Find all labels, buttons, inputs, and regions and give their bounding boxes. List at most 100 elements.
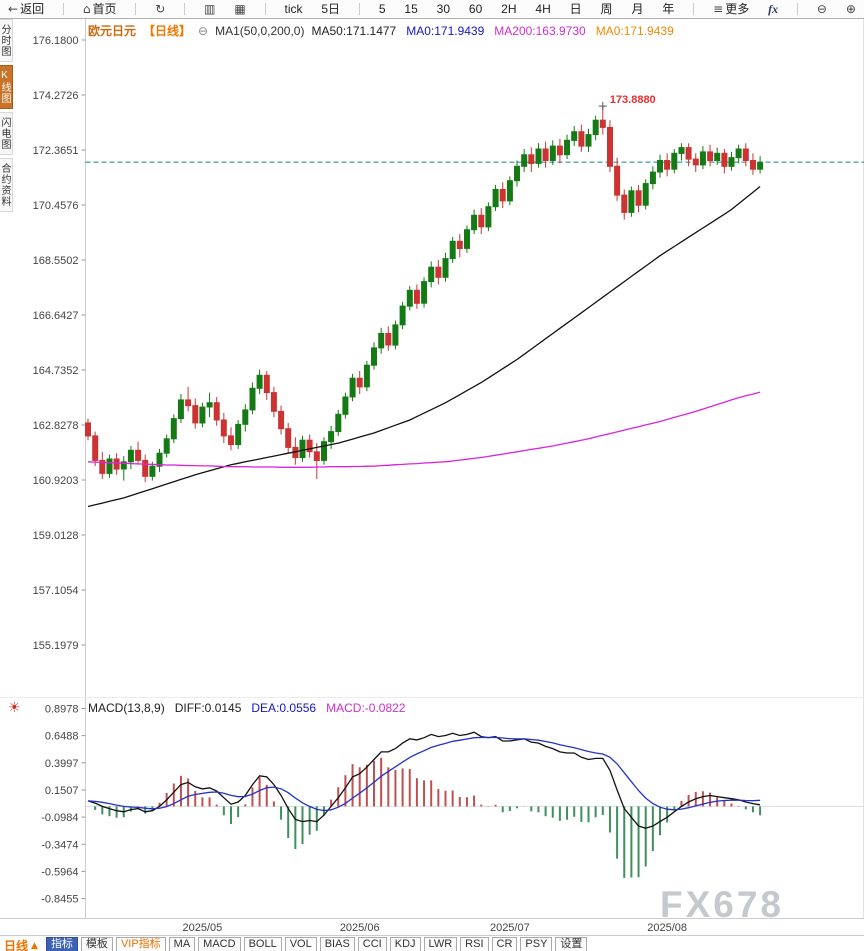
toolbar-separator [62, 3, 64, 15]
side-rail: 分时图 K线图闪电图合约资料 [0, 19, 14, 212]
ma-value-1: MA0:171.9439 [406, 23, 485, 38]
toolbar-tf-week-button[interactable]: 周 [601, 1, 613, 18]
tab-cr[interactable]: CR [491, 937, 518, 951]
ma200-line [87, 391, 761, 468]
tab-templates[interactable]: 模板 [80, 937, 113, 951]
toolbar-zoom-in-button[interactable]: ⊕ [846, 1, 856, 18]
toolbar-tf-2h-button[interactable]: 2H [501, 1, 516, 18]
toolbar-more-button[interactable]: ≡ 更多 [713, 1, 749, 18]
toolbar-tf-60-button[interactable]: 60 [469, 1, 482, 18]
macd-axis-label: -0.5964 [41, 866, 78, 878]
macd-axis-label: -0.8455 [41, 894, 78, 906]
side-tab-kline-chart[interactable]: K线图 [0, 65, 13, 109]
ma-values: MA50:171.1477 MA0:171.9439 MA200:163.9730 M… [311, 24, 683, 38]
side-tab-time-share-chart[interactable]: 分时图 [0, 19, 13, 62]
tab-kdj[interactable]: KDJ [389, 937, 421, 951]
top-toolbar: ← 返回 ⌂ 首页 ↻ ▥ ▦ tick 5日 5 15 30 60 2H 4H 日 周 月 年 ≡ 更多 fx ⊖ ⊕ [0, 0, 864, 19]
tab-indicators[interactable]: 指标 [45, 937, 78, 951]
toolbar-tf-30-button[interactable]: 30 [437, 1, 450, 18]
tab-vol[interactable]: VOL [284, 937, 317, 951]
collapse-icon[interactable]: ⊖ [198, 23, 209, 38]
macd-axis-label: -0.0984 [41, 812, 78, 824]
tab-ma[interactable]: MA [168, 937, 196, 951]
toolbar-tf-year-button[interactable]: 年 [662, 1, 674, 18]
tab-psy[interactable]: PSY [520, 937, 553, 951]
tab-lwr[interactable]: LWR [423, 937, 458, 951]
price-axis-label: 174.2726 [33, 90, 79, 102]
back-icon: ← [8, 1, 19, 16]
toolbar-tf-month-button[interactable]: 月 [631, 1, 643, 18]
zoom-out-icon: ⊖ [816, 1, 827, 16]
time-axis: 2025/05 2025/06 2025/07 2025/08 [183, 922, 688, 934]
toolbar-tf-2h-label: 2H [501, 1, 517, 16]
macd-axis-label: 0.1507 [45, 785, 79, 797]
zoom-in-icon: ⊕ [845, 1, 856, 16]
high-price-annotation: 173.8880 [610, 94, 656, 106]
home-icon: ⌂ [82, 1, 91, 16]
macd-value-2: MACD:-0.0822 [326, 701, 406, 715]
toolbar-chart-type-bar-button[interactable]: ▥ [204, 1, 215, 18]
macd-axis-label: -0.3474 [41, 839, 78, 851]
ma-config: MA1(50,0,200,0) [215, 23, 305, 38]
macd-axis-label: 0.3997 [45, 758, 79, 770]
period-selector[interactable]: 日线 ▲ [4, 937, 38, 951]
toolbar-tf-month-label: 月 [631, 1, 644, 16]
refresh-icon: ↻ [155, 1, 166, 16]
toolbar-home-label: 首页 [92, 1, 117, 16]
toolbar-separator [264, 3, 266, 15]
toolbar-tf-tick-label: tick [284, 1, 303, 16]
toolbar-zoom-out-button[interactable]: ⊖ [817, 1, 827, 18]
toolbar-tf-tick-button[interactable]: tick [284, 1, 302, 18]
time-axis-label: 2025/07 [490, 922, 530, 934]
tab-boll[interactable]: BOLL [243, 937, 282, 951]
price-axis-label: 176.1800 [33, 35, 79, 47]
bottom-bar: 日线 ▲ 指标 模板 VIP指标 MA MACD BOLL VOL BIAS CCI KDJ LWR… [0, 936, 864, 951]
toolbar-fx-button[interactable]: fx [768, 1, 778, 18]
ma-value-2: MA200:163.9730 [494, 23, 586, 38]
watermark: FX678 [660, 884, 785, 925]
macd-axis-label: 0.8978 [45, 704, 79, 716]
ma-value-0: MA50:171.1477 [311, 23, 397, 38]
macd-header: MACD(13,8,9) DIFF:0.0145 DEA:0.0556 MACD:-… [88, 701, 415, 715]
toolbar-tf-day-button[interactable]: 日 [570, 1, 582, 18]
price-axis-label: 155.1979 [33, 640, 79, 652]
toolbar-tf-15-button[interactable]: 15 [404, 1, 417, 18]
tab-vip-indicators[interactable]: VIP指标 [115, 937, 166, 951]
symbol-name: 欧元日元 [88, 24, 137, 38]
period-tag: 【日线】 [143, 24, 192, 38]
toolbar-chart-type-candle-button[interactable]: ▦ [234, 1, 245, 18]
indicator-settings-icon[interactable]: ☀ [8, 700, 21, 716]
side-tab-lightning-chart[interactable]: 闪电图 [0, 112, 13, 155]
toolbar-tf-5d-button[interactable]: 5日 [321, 1, 340, 18]
price-axis-label: 162.8278 [33, 420, 79, 432]
toolbar-home-button[interactable]: ⌂ 首页 [83, 1, 117, 18]
chart-type-bar-icon: ▥ [204, 1, 216, 16]
side-tab-contract-info[interactable]: 合约资料 [0, 158, 13, 212]
toolbar-back-button[interactable]: ← 返回 [8, 1, 44, 18]
toolbar-refresh-button[interactable]: ↻ [155, 1, 165, 18]
toolbar-tf-4h-button[interactable]: 4H [535, 1, 550, 18]
macd-value-1: DEA:0.0556 [251, 701, 317, 715]
toolbar-back-label: 返回 [20, 1, 45, 16]
price-axis-label: 166.6427 [33, 310, 79, 322]
toolbar-tf-5d-label: 5日 [321, 1, 341, 16]
chart-header: 欧元日元 【日线】 ⊖ MA1(50,0,200,0) MA50:171.1477… [88, 22, 684, 39]
tab-settings[interactable]: 设置 [555, 937, 588, 951]
toolbar-more-label: 更多 [725, 1, 750, 16]
chart-type-candle-icon: ▦ [234, 1, 246, 16]
toolbar-separator [135, 3, 137, 15]
price-axis: 176.1800 174.2726 172.3651 170.4576 168.5502… [33, 35, 86, 652]
macd-axis-label: 0.6488 [45, 731, 79, 743]
tab-macd[interactable]: MACD [198, 937, 241, 951]
price-axis-label: 164.7352 [33, 365, 79, 377]
toolbar-separator [184, 3, 186, 15]
candles-layer [85, 106, 764, 482]
tab-rsi[interactable]: RSI [460, 937, 489, 951]
tab-cci[interactable]: CCI [357, 937, 387, 951]
toolbar-tf-day-label: 日 [569, 1, 582, 16]
ma50-line [87, 185, 761, 508]
toolbar-tf-5-button[interactable]: 5 [379, 1, 386, 18]
tab-bias[interactable]: BIAS [319, 937, 355, 951]
